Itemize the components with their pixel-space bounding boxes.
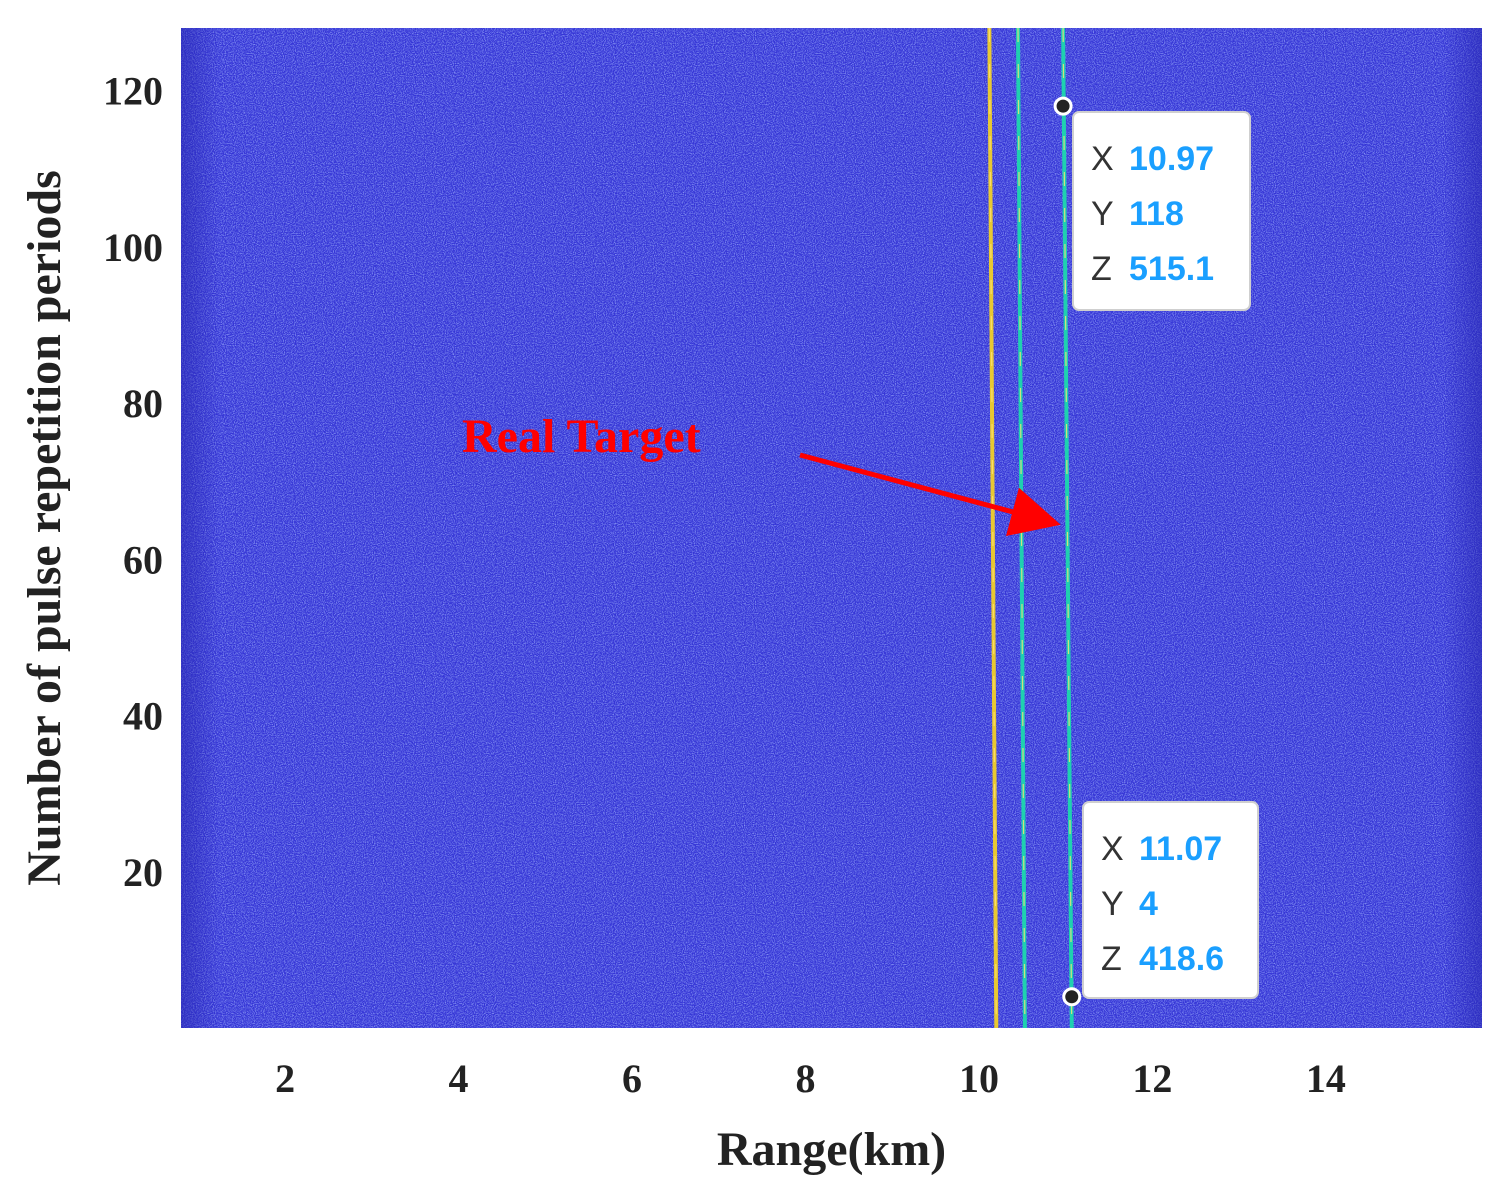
x-tick-label: 14 <box>1306 1056 1346 1101</box>
heatmap-edge-shading <box>181 28 1482 1028</box>
annotation-arrow <box>799 452 1061 536</box>
track-line-highlight-2 <box>1062 27 1073 1029</box>
track-line-highlight-1 <box>1017 27 1026 1029</box>
datatip-key: X <box>1101 830 1124 868</box>
y-tick-label: 20 <box>123 850 163 895</box>
datatip-key: Y <box>1091 195 1114 233</box>
datatip-value: 10.97 <box>1129 140 1214 178</box>
y-axis-ticks: 20 40 60 80 100 120 <box>103 69 163 895</box>
datatip-marker[interactable] <box>1053 96 1073 116</box>
datatip-value: 418.6 <box>1139 940 1224 978</box>
x-tick-label: 8 <box>795 1056 815 1101</box>
datatip-key: Z <box>1091 250 1112 288</box>
x-axis-label: Range(km) <box>717 1123 946 1176</box>
datatip-box <box>1082 801 1259 999</box>
y-axis-label: Number of pulse repetition periods <box>18 170 71 886</box>
datatip-value: 118 <box>1129 195 1184 233</box>
datatip-key: X <box>1091 140 1114 178</box>
real-target-annotation: Real Target <box>462 410 1061 536</box>
x-axis-ticks: 2 4 6 8 10 12 14 <box>275 1056 1346 1101</box>
track-line-highlight-0 <box>988 27 997 1029</box>
datatip-1[interactable]: X 11.07 Y 4Z 418.6 <box>1082 801 1259 999</box>
x-tick-label: 6 <box>622 1056 642 1101</box>
datatip-0[interactable]: X 10.97 Y 118 Z 515.1 <box>1072 111 1251 311</box>
y-tick-label: 100 <box>103 225 163 270</box>
x-tick-label: 12 <box>1132 1056 1172 1101</box>
datatip-key: Z <box>1101 940 1122 978</box>
datatip-value: 4 <box>1139 885 1158 923</box>
x-tick-label: 2 <box>275 1056 295 1101</box>
plot-area <box>181 27 1482 1029</box>
x-tick-label: 4 <box>449 1056 469 1101</box>
y-tick-label: 80 <box>123 381 163 426</box>
y-tick-label: 40 <box>123 694 163 739</box>
y-tick-label: 120 <box>103 69 163 114</box>
datatip-key: Y <box>1101 885 1124 923</box>
y-tick-label: 60 <box>123 537 163 582</box>
datatip-marker[interactable] <box>1062 987 1082 1007</box>
datatip-value: 11.07 <box>1139 830 1222 868</box>
annotation-label: Real Target <box>462 410 701 463</box>
x-tick-label: 10 <box>959 1056 999 1101</box>
datatip-value: 515.1 <box>1129 250 1214 288</box>
datatip-box <box>1072 111 1251 311</box>
